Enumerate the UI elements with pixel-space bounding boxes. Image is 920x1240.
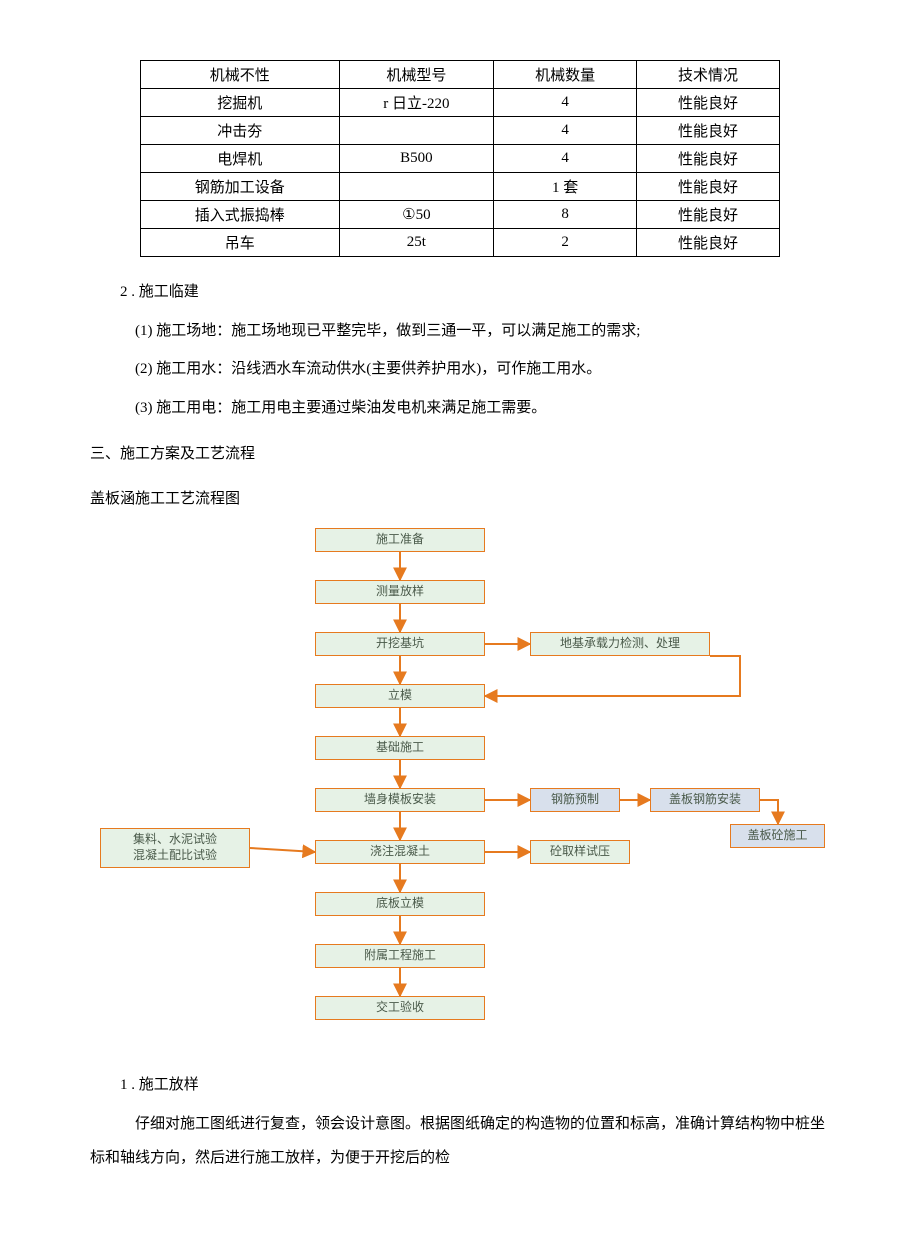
table-cell: 吊车 (141, 229, 340, 257)
flow-node-s3: 盖板钢筋安装 (650, 788, 760, 812)
table-cell: 电焊机 (141, 145, 340, 173)
table-cell: 挖掘机 (141, 89, 340, 117)
table-row: 钢筋加工设备 1 套性能良好 (141, 173, 780, 201)
table-cell: 1 套 (494, 173, 637, 201)
flow-node-s5: 盖板砼施工 (730, 824, 825, 848)
item-2: (2) 施工用水：沿线洒水车流动供水(主要供养护用水)，可作施工用水。 (90, 352, 830, 387)
table-cell: 8 (494, 201, 637, 229)
table-cell: 性能良好 (637, 201, 780, 229)
flow-node-s1: 地基承载力检测、处理 (530, 632, 710, 656)
flow-node-n9: 附属工程施工 (315, 944, 485, 968)
flow-node-s2: 钢筋预制 (530, 788, 620, 812)
table-cell: B500 (339, 145, 494, 173)
table-cell: 性能良好 (637, 145, 780, 173)
table-row: 电焊机B5004性能良好 (141, 145, 780, 173)
table-cell: 性能良好 (637, 173, 780, 201)
section-3-head: 三、施工方案及工艺流程 (90, 437, 830, 472)
flow-node-n4: 立模 (315, 684, 485, 708)
table-cell: 插入式振捣棒 (141, 201, 340, 229)
th-model: 机械型号 (339, 61, 494, 89)
flow-node-n8: 底板立模 (315, 892, 485, 916)
flow-node-n2: 测量放样 (315, 580, 485, 604)
flowchart: 施工准备测量放样开挖基坑立模基础施工墙身模板安装浇注混凝土底板立模附属工程施工交… (90, 528, 830, 1058)
table-cell: 钢筋加工设备 (141, 173, 340, 201)
item-3: (3) 施工用电：施工用电主要通过柴油发电机来满足施工需要。 (90, 391, 830, 426)
table-row: 插入式振捣棒①508性能良好 (141, 201, 780, 229)
flow-node-n6: 墙身模板安装 (315, 788, 485, 812)
table-cell (339, 173, 494, 201)
flow-node-n1: 施工准备 (315, 528, 485, 552)
th-qty: 机械数量 (494, 61, 637, 89)
table-cell: 4 (494, 117, 637, 145)
table-cell: 4 (494, 89, 637, 117)
table-cell: 性能良好 (637, 229, 780, 257)
item-1: (1) 施工场地：施工场地现已平整完毕，做到三通一平，可以满足施工的需求; (90, 314, 830, 349)
flow-node-n7: 浇注混凝土 (315, 840, 485, 864)
table-row: 吊车25t2性能良好 (141, 229, 780, 257)
table-cell (339, 117, 494, 145)
table-cell: 2 (494, 229, 637, 257)
flow-node-s6: 集料、水泥试验 混凝土配比试验 (100, 828, 250, 868)
table-cell: 冲击夯 (141, 117, 340, 145)
section-2-head: 2 . 施工临建 (90, 275, 830, 310)
flow-node-n10: 交工验收 (315, 996, 485, 1020)
flow-node-n3: 开挖基坑 (315, 632, 485, 656)
table-row: 冲击夯 4性能良好 (141, 117, 780, 145)
flow-node-s4: 砼取样试压 (530, 840, 630, 864)
table-cell: r 日立-220 (339, 89, 494, 117)
table-row: 挖掘机r 日立-2204性能良好 (141, 89, 780, 117)
flow-node-n5: 基础施工 (315, 736, 485, 760)
table-cell: 性能良好 (637, 89, 780, 117)
equipment-table: 机械不性 机械型号 机械数量 技术情况 挖掘机r 日立-2204性能良好冲击夯4… (140, 60, 780, 257)
section-1-head: 1 . 施工放样 (90, 1068, 830, 1103)
body-1: 仔细对施工图纸进行复查，领会设计意图。根据图纸确定的构造物的位置和标高，准确计算… (90, 1107, 830, 1176)
table-cell: ①50 (339, 201, 494, 229)
th-name: 机械不性 (141, 61, 340, 89)
table-cell: 4 (494, 145, 637, 173)
table-cell: 性能良好 (637, 117, 780, 145)
flow-title: 盖板涵施工工艺流程图 (90, 482, 830, 517)
table-cell: 25t (339, 229, 494, 257)
th-status: 技术情况 (637, 61, 780, 89)
